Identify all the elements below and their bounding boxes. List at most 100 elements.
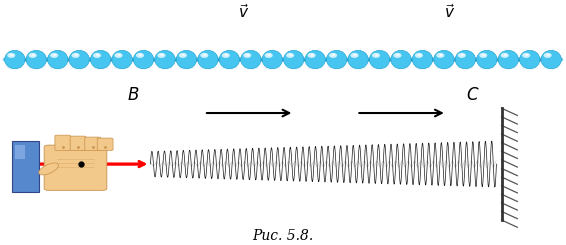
Ellipse shape — [375, 54, 378, 56]
Ellipse shape — [260, 58, 265, 61]
Ellipse shape — [461, 54, 464, 56]
Ellipse shape — [39, 163, 58, 175]
Ellipse shape — [129, 58, 134, 61]
Ellipse shape — [50, 66, 66, 70]
Ellipse shape — [243, 66, 259, 70]
Ellipse shape — [372, 53, 380, 58]
Ellipse shape — [265, 53, 273, 58]
Ellipse shape — [182, 54, 185, 56]
FancyBboxPatch shape — [97, 138, 113, 150]
Text: B: B — [128, 86, 139, 104]
Ellipse shape — [517, 58, 522, 61]
Ellipse shape — [246, 54, 249, 56]
Ellipse shape — [391, 50, 411, 69]
Ellipse shape — [547, 54, 550, 56]
Ellipse shape — [543, 66, 559, 70]
Ellipse shape — [45, 58, 50, 61]
Ellipse shape — [69, 50, 89, 69]
FancyBboxPatch shape — [12, 141, 39, 192]
Ellipse shape — [268, 54, 271, 56]
Ellipse shape — [281, 58, 286, 61]
Ellipse shape — [75, 54, 78, 56]
Ellipse shape — [303, 58, 308, 61]
Ellipse shape — [112, 50, 132, 69]
Ellipse shape — [389, 58, 394, 61]
Ellipse shape — [203, 54, 207, 56]
Ellipse shape — [350, 53, 359, 58]
Ellipse shape — [221, 66, 238, 70]
Ellipse shape — [541, 50, 561, 69]
Ellipse shape — [322, 58, 327, 61]
FancyBboxPatch shape — [85, 137, 101, 150]
Ellipse shape — [436, 53, 444, 58]
Ellipse shape — [436, 66, 452, 70]
Ellipse shape — [504, 54, 507, 56]
Ellipse shape — [501, 53, 509, 58]
Ellipse shape — [71, 66, 87, 70]
Ellipse shape — [151, 58, 156, 61]
Ellipse shape — [496, 58, 501, 61]
Ellipse shape — [32, 54, 35, 56]
Ellipse shape — [408, 58, 413, 61]
Ellipse shape — [539, 58, 544, 61]
Ellipse shape — [439, 54, 443, 56]
Ellipse shape — [280, 58, 285, 61]
Ellipse shape — [434, 50, 454, 69]
Ellipse shape — [26, 50, 46, 69]
Ellipse shape — [370, 50, 390, 69]
Ellipse shape — [139, 54, 142, 56]
Ellipse shape — [348, 50, 368, 69]
Ellipse shape — [307, 66, 323, 70]
Ellipse shape — [200, 66, 216, 70]
Ellipse shape — [136, 53, 144, 58]
Ellipse shape — [396, 54, 400, 56]
Ellipse shape — [289, 54, 292, 56]
Ellipse shape — [237, 58, 242, 61]
Text: $\vec{v}$: $\vec{v}$ — [444, 3, 455, 21]
Ellipse shape — [525, 54, 528, 56]
FancyBboxPatch shape — [70, 136, 86, 150]
Ellipse shape — [91, 50, 111, 69]
Ellipse shape — [264, 66, 280, 70]
Ellipse shape — [7, 53, 15, 58]
Ellipse shape — [329, 53, 337, 58]
Ellipse shape — [543, 53, 552, 58]
Ellipse shape — [354, 54, 357, 56]
Ellipse shape — [65, 58, 70, 61]
Ellipse shape — [286, 53, 294, 58]
FancyBboxPatch shape — [44, 145, 107, 190]
Ellipse shape — [258, 58, 263, 61]
Ellipse shape — [134, 50, 154, 69]
Ellipse shape — [558, 58, 563, 61]
Ellipse shape — [412, 50, 432, 69]
Ellipse shape — [153, 58, 158, 61]
Ellipse shape — [157, 66, 173, 70]
Ellipse shape — [219, 50, 239, 69]
Text: Рис. 5.8.: Рис. 5.8. — [252, 229, 314, 243]
Ellipse shape — [286, 66, 302, 70]
Ellipse shape — [350, 66, 366, 70]
Ellipse shape — [157, 53, 165, 58]
Ellipse shape — [241, 50, 261, 69]
Ellipse shape — [418, 54, 421, 56]
Ellipse shape — [500, 66, 516, 70]
Ellipse shape — [430, 58, 435, 61]
Ellipse shape — [520, 50, 540, 69]
Ellipse shape — [387, 58, 392, 61]
Ellipse shape — [93, 53, 101, 58]
Ellipse shape — [324, 58, 329, 61]
Ellipse shape — [86, 58, 91, 61]
Ellipse shape — [217, 58, 222, 61]
Ellipse shape — [222, 53, 230, 58]
Text: $\vec{v}$: $\vec{v}$ — [238, 3, 249, 21]
FancyBboxPatch shape — [15, 145, 25, 159]
Ellipse shape — [48, 50, 68, 69]
Ellipse shape — [453, 58, 458, 61]
Ellipse shape — [457, 66, 474, 70]
Ellipse shape — [155, 50, 175, 69]
Ellipse shape — [475, 58, 480, 61]
Ellipse shape — [344, 58, 349, 61]
Ellipse shape — [473, 58, 478, 61]
Ellipse shape — [311, 54, 314, 56]
Ellipse shape — [477, 50, 497, 69]
